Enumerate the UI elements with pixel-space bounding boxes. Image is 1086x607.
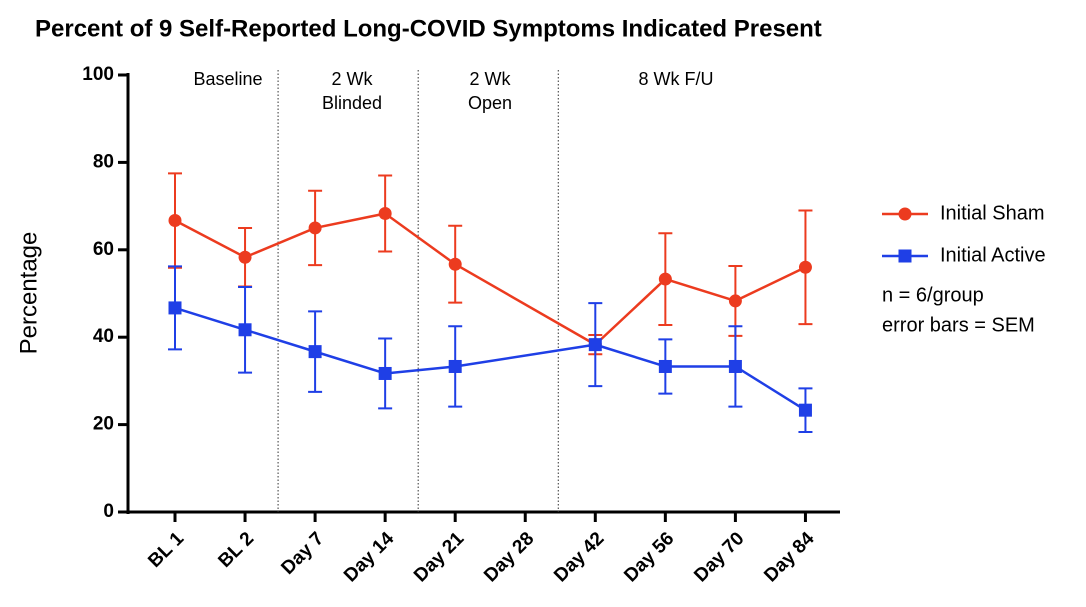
x-tick-label: Day 28 xyxy=(480,528,538,586)
y-axis-label: Percentage xyxy=(15,232,42,355)
legend-marker xyxy=(898,207,912,221)
x-tick-label: Day 14 xyxy=(340,528,398,586)
legend-label: Initial Active xyxy=(940,244,1046,266)
x-tick-label: BL 2 xyxy=(214,528,258,572)
phase-label: Blinded xyxy=(322,93,382,113)
marker xyxy=(448,359,462,373)
marker xyxy=(308,221,322,235)
marker xyxy=(378,366,392,380)
y-tick-label: 40 xyxy=(93,326,114,347)
marker xyxy=(168,214,182,228)
gap-connector xyxy=(455,343,596,368)
marker xyxy=(238,323,252,337)
legend-label: Initial Sham xyxy=(940,202,1045,224)
phase-label: 8 Wk F/U xyxy=(639,69,714,89)
series-line xyxy=(174,306,807,412)
marker xyxy=(728,294,742,308)
y-tick-label: 20 xyxy=(93,414,114,435)
x-tick-label: Day 84 xyxy=(760,528,818,586)
phase-label: Open xyxy=(468,93,512,113)
marker xyxy=(588,338,602,352)
marker xyxy=(238,250,252,264)
annotation: error bars = SEM xyxy=(882,314,1035,336)
marker xyxy=(378,207,392,221)
marker xyxy=(308,345,322,359)
phase-label: 2 Wk xyxy=(331,69,373,89)
annotation: n = 6/group xyxy=(882,284,984,306)
marker xyxy=(658,359,672,373)
phase-label: 2 Wk xyxy=(469,69,511,89)
marker xyxy=(658,272,672,286)
y-tick-label: 60 xyxy=(93,239,114,260)
gap-connector xyxy=(454,263,596,346)
marker xyxy=(798,403,812,417)
x-tick-label: Day 21 xyxy=(410,528,468,586)
marker xyxy=(448,257,462,271)
marker xyxy=(798,260,812,274)
y-tick-label: 100 xyxy=(82,64,114,85)
legend-marker xyxy=(898,249,912,263)
phase-label: Baseline xyxy=(193,69,262,89)
x-tick-label: Day 70 xyxy=(690,528,748,586)
x-tick-label: Day 42 xyxy=(550,528,608,586)
marker xyxy=(168,301,182,315)
x-tick-label: Day 7 xyxy=(277,528,328,579)
chart-title: Percent of 9 Self-Reported Long-COVID Sy… xyxy=(35,15,822,42)
y-tick-label: 80 xyxy=(93,151,114,172)
series-line xyxy=(174,212,806,346)
x-tick-label: Day 56 xyxy=(620,528,678,586)
y-tick-label: 0 xyxy=(103,501,114,522)
x-tick-label: BL 1 xyxy=(144,528,188,572)
marker xyxy=(728,359,742,373)
